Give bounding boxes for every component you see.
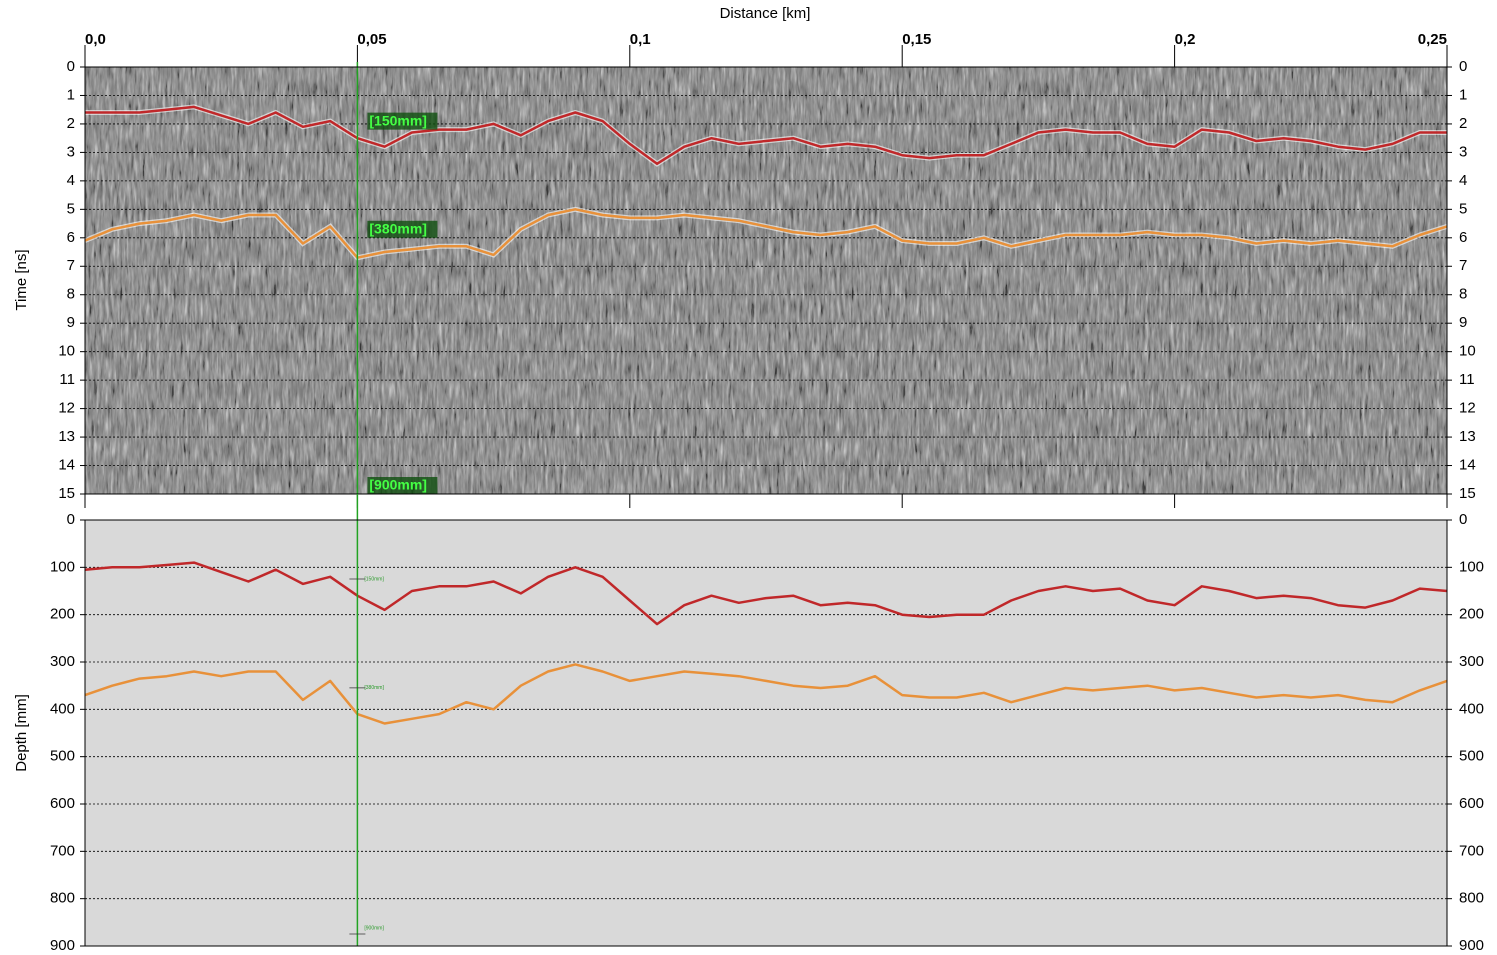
y-tick-label: 9 bbox=[1459, 314, 1467, 331]
y-tick-label: 9 bbox=[67, 314, 75, 331]
marker-label: [900mm] bbox=[364, 925, 384, 931]
y-tick-label: 5 bbox=[67, 200, 75, 217]
y-tick-label: 6 bbox=[67, 229, 75, 246]
y-tick-label: 15 bbox=[58, 485, 75, 502]
y-tick-label: 900 bbox=[50, 937, 75, 954]
y-tick-label: 900 bbox=[1459, 937, 1484, 954]
plot-frame bbox=[84, 519, 1448, 947]
y-tick-label: 12 bbox=[58, 400, 75, 417]
y-tick-label: 3 bbox=[1459, 143, 1467, 160]
y-tick-label: 5 bbox=[1459, 200, 1467, 217]
y-tick-label: 500 bbox=[1459, 748, 1484, 765]
y-tick-label: 14 bbox=[1459, 457, 1476, 474]
marker-label: [900mm] bbox=[369, 477, 427, 493]
series-line bbox=[85, 105, 1447, 166]
x-tick-label: 0,25 bbox=[1418, 31, 1447, 48]
y-tick-label: 13 bbox=[1459, 428, 1476, 445]
y-tick-label: 300 bbox=[1459, 653, 1484, 670]
marker-label-box bbox=[367, 477, 438, 494]
y-tick-label: 7 bbox=[1459, 257, 1467, 274]
x-tick-label: 0,2 bbox=[1175, 31, 1196, 48]
y-tick-label: 12 bbox=[1459, 400, 1476, 417]
x-tick-label: 0,1 bbox=[630, 31, 651, 48]
series-line bbox=[84, 663, 1448, 725]
y-tick-label: 11 bbox=[1459, 371, 1475, 388]
y-tick-label: 800 bbox=[1459, 890, 1484, 907]
x-tick-label: 0,0 bbox=[85, 31, 106, 48]
y-tick-label: 10 bbox=[1459, 343, 1476, 360]
y-tick-label: 11 bbox=[59, 371, 75, 388]
y-tick-label: 14 bbox=[58, 457, 75, 474]
y-tick-label: 10 bbox=[58, 343, 75, 360]
y-tick-label: 600 bbox=[50, 795, 75, 812]
y-tick-label: 600 bbox=[1459, 795, 1484, 812]
marker-label: [150mm] bbox=[364, 576, 384, 582]
y-tick-label: 15 bbox=[1459, 485, 1476, 502]
y-axis-title: Depth [mm] bbox=[13, 694, 30, 772]
series-line bbox=[84, 208, 1448, 259]
marker-label: [150mm] bbox=[369, 112, 427, 128]
y-tick-label: 300 bbox=[50, 653, 75, 670]
y-tick-label: 200 bbox=[1459, 606, 1484, 623]
y-tick-label: 2 bbox=[67, 115, 75, 132]
y-tick-label: 800 bbox=[50, 890, 75, 907]
y-tick-label: 1 bbox=[67, 86, 75, 103]
y-tick-label: 400 bbox=[50, 700, 75, 717]
y-tick-label: 4 bbox=[1459, 172, 1467, 189]
marker-label-box bbox=[367, 112, 438, 130]
plot-frame bbox=[84, 66, 1448, 495]
y-tick-label: 3 bbox=[67, 143, 75, 160]
y-tick-label: 4 bbox=[67, 172, 75, 189]
y-tick-label: 0 bbox=[1459, 58, 1467, 75]
y-tick-label: 400 bbox=[1459, 700, 1484, 717]
y-tick-label: 7 bbox=[67, 257, 75, 274]
marker-label: [380mm] bbox=[369, 221, 427, 237]
series-line bbox=[84, 561, 1448, 626]
y-tick-label: 100 bbox=[50, 558, 75, 575]
y-tick-label: 700 bbox=[50, 842, 75, 859]
y-tick-label: 100 bbox=[1459, 558, 1484, 575]
y-tick-label: 0 bbox=[1459, 511, 1467, 528]
y-axis-title: Time [ns] bbox=[13, 249, 30, 310]
y-tick-label: 200 bbox=[50, 606, 75, 623]
y-tick-label: 700 bbox=[1459, 842, 1484, 859]
marker-label: [380mm] bbox=[364, 685, 384, 691]
y-tick-label: 0 bbox=[67, 511, 75, 528]
y-tick-label: 500 bbox=[50, 748, 75, 765]
y-tick-label: 0 bbox=[67, 58, 75, 75]
plot-background bbox=[85, 520, 1447, 946]
y-tick-label: 8 bbox=[67, 286, 75, 303]
y-tick-label: 8 bbox=[1459, 286, 1467, 303]
marker-label-box bbox=[367, 220, 438, 238]
y-tick-label: 6 bbox=[1459, 229, 1467, 246]
y-tick-label: 2 bbox=[1459, 115, 1467, 132]
y-tick-label: 1 bbox=[1459, 86, 1467, 103]
y-tick-label: 13 bbox=[58, 428, 75, 445]
x-tick-label: 0,15 bbox=[902, 31, 931, 48]
x-tick-label: 0,05 bbox=[357, 31, 386, 48]
radargram-texture bbox=[85, 67, 1447, 494]
x-axis-title: Distance [km] bbox=[720, 5, 811, 22]
